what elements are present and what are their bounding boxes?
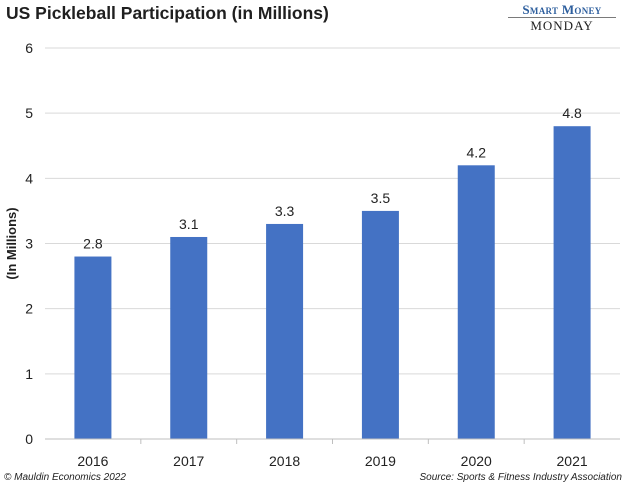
x-tick-label-2020: 2020: [461, 453, 492, 469]
data-label-2016: 2.8: [83, 236, 103, 252]
bar-2021: [553, 126, 591, 439]
x-tick-label-2016: 2016: [77, 453, 108, 469]
y-tick-label: 5: [25, 105, 33, 121]
data-label-2018: 3.3: [275, 203, 295, 219]
x-tick-label-2021: 2021: [557, 453, 588, 469]
source-note: Source: Sports & Fitness Industry Associ…: [419, 472, 623, 483]
y-tick-label: 6: [25, 40, 33, 56]
x-axis-tick-labels: 2016 2017 2018 2019 2020 2021: [77, 439, 588, 469]
chart-title: US Pickleball Participation (in Millions…: [6, 3, 329, 23]
brand-line-1: Smart Money: [522, 2, 602, 17]
x-tick-label-2018: 2018: [269, 453, 300, 469]
y-axis-tick-labels: 0 1 2 3 4 5 6: [25, 40, 33, 447]
data-labels: 2.8 3.1 3.3 3.5 4.2 4.8: [83, 105, 582, 251]
bar-2016: [74, 256, 112, 439]
y-tick-label: 2: [25, 301, 33, 317]
data-label-2021: 4.8: [562, 105, 582, 121]
copyright-note: © Mauldin Economics 2022: [4, 472, 126, 483]
x-tick-label-2017: 2017: [173, 453, 204, 469]
brand-divider: [508, 17, 616, 18]
data-label-2017: 3.1: [179, 216, 199, 232]
bars: [74, 126, 591, 440]
gridlines: [45, 47, 620, 375]
bar-2017: [170, 236, 208, 439]
x-tick-label-2019: 2019: [365, 453, 396, 469]
y-axis-title: (In Millions): [4, 207, 19, 279]
bar-2018: [266, 223, 304, 439]
y-tick-label: 0: [25, 431, 33, 447]
bar-2019: [361, 210, 399, 439]
y-tick-label: 1: [25, 366, 33, 382]
brand-logo: Smart Money MONDAY: [502, 3, 622, 32]
data-label-2019: 3.5: [371, 190, 391, 206]
y-tick-label: 3: [25, 236, 33, 252]
bar-2020: [457, 165, 495, 440]
brand-line-2: MONDAY: [530, 18, 594, 33]
y-tick-label: 4: [25, 170, 33, 186]
data-label-2020: 4.2: [467, 144, 487, 160]
